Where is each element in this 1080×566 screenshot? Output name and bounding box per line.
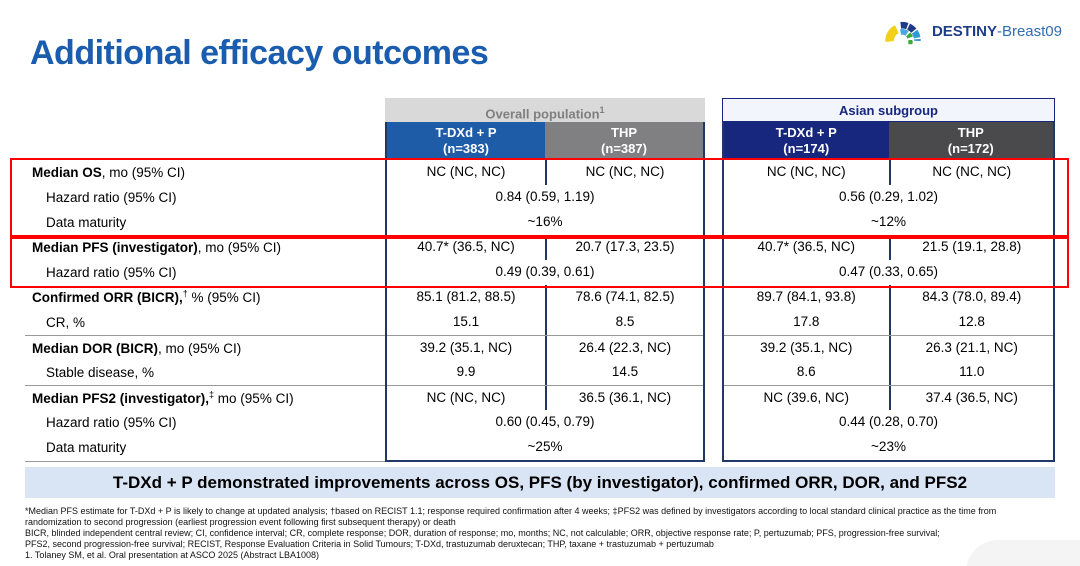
summary-banner: T-DXd + P demonstrated improvements acro… bbox=[25, 467, 1055, 498]
table-row: 0.60 (0.45, 0.79) bbox=[387, 410, 703, 435]
cell-value: ~25% bbox=[527, 439, 563, 454]
col-header-thp-overall: THP (n=387) bbox=[545, 122, 703, 160]
footnote-line: randomization to second progression (ear… bbox=[25, 517, 456, 527]
table-row: NC (39.6, NC) 37.4 (36.5, NC) bbox=[724, 385, 1053, 410]
table-row: 9.9 14.5 bbox=[387, 360, 703, 385]
cell-value: 11.0 bbox=[888, 360, 1054, 385]
cell-value: 21.5 (19.1, 28.8) bbox=[888, 235, 1054, 260]
row-label: Median OS, mo (95% CI) bbox=[32, 165, 186, 180]
table-row: 0.47 (0.33, 0.65) bbox=[724, 260, 1053, 285]
asian-subgroup-group: Asian subgroup T-DXd + P (n=174) THP (n=17… bbox=[722, 98, 1055, 462]
cell-value: 0.44 (0.28, 0.70) bbox=[838, 414, 939, 429]
table-row: NC (NC, NC) 36.5 (36.1, NC) bbox=[387, 385, 703, 410]
table-row: 89.7 (84.1, 93.8) 84.3 (78.0, 89.4) bbox=[724, 285, 1053, 310]
table-row: 0.44 (0.28, 0.70) bbox=[724, 410, 1053, 435]
col-header-tdxd-asian: T-DXd + P (n=174) bbox=[724, 122, 889, 160]
row-label: Hazard ratio (95% CI) bbox=[46, 265, 177, 280]
cell-value: 89.7 (84.1, 93.8) bbox=[756, 289, 856, 304]
cell-value: 39.2 (35.1, NC) bbox=[419, 340, 513, 355]
cell-value: 0.84 (0.59, 1.19) bbox=[495, 189, 595, 204]
destiny-breast09-logo: DESTINY-Breast09 bbox=[881, 8, 1062, 55]
table-row: 0.84 (0.59, 1.19) bbox=[387, 185, 703, 210]
cell-value: ~16% bbox=[527, 214, 563, 229]
footnote-line: PFS2, second progression-free survival; … bbox=[25, 539, 714, 549]
destiny-fan-icon bbox=[881, 8, 927, 55]
table-row: NC (NC, NC) NC (NC, NC) bbox=[387, 160, 703, 185]
cell-value: NC (NC, NC) bbox=[888, 160, 1054, 185]
table-row: 15.1 8.5 bbox=[387, 310, 703, 335]
table-row: 40.7* (36.5, NC) 20.7 (17.3, 23.5) bbox=[387, 235, 703, 260]
cell-value: 8.5 bbox=[545, 310, 703, 335]
table-row: ~25% bbox=[387, 435, 703, 460]
row-label: Hazard ratio (95% CI) bbox=[46, 415, 177, 430]
cell-value: 17.8 bbox=[793, 314, 820, 329]
decorative-corner bbox=[966, 540, 1080, 566]
footnote-line: *Median PFS estimate for T-DXd + P is li… bbox=[25, 506, 997, 516]
cell-value: 20.7 (17.3, 23.5) bbox=[545, 235, 703, 260]
cell-value: 26.4 (22.3, NC) bbox=[545, 336, 703, 360]
table-row: ~16% bbox=[387, 210, 703, 235]
footnote-line: 1. Tolaney SM, et al. Oral presentation … bbox=[25, 550, 319, 560]
cell-value: 40.7* (36.5, NC) bbox=[757, 239, 856, 254]
cell-value: NC (NC, NC) bbox=[426, 390, 506, 405]
cell-value: 84.3 (78.0, 89.4) bbox=[888, 285, 1054, 310]
table-row: 0.56 (0.29, 1.02) bbox=[724, 185, 1053, 210]
asian-subgroup-header: Asian subgroup bbox=[722, 98, 1055, 122]
cell-value: 0.56 (0.29, 1.02) bbox=[838, 189, 939, 204]
row-label: Data maturity bbox=[46, 215, 127, 230]
table-row: 0.49 (0.39, 0.61) bbox=[387, 260, 703, 285]
table-row: ~23% bbox=[724, 435, 1053, 460]
cell-value: 26.3 (21.1, NC) bbox=[888, 336, 1054, 360]
col-header-tdxd-overall: T-DXd + P (n=383) bbox=[387, 122, 545, 160]
overall-population-group: Overall population1 T-DXd + P (n=383) THP… bbox=[385, 98, 705, 462]
table-row: 8.6 11.0 bbox=[724, 360, 1053, 385]
cell-value: ~12% bbox=[871, 214, 906, 229]
col-header-thp-asian: THP (n=172) bbox=[888, 122, 1053, 160]
row-label: Median PFS (investigator), mo (95% CI) bbox=[32, 240, 282, 255]
footnote-line: BICR, blinded independent central review… bbox=[25, 528, 940, 538]
cell-value: 37.4 (36.5, NC) bbox=[888, 386, 1054, 410]
table-row: 17.8 12.8 bbox=[724, 310, 1053, 335]
row-label: Median PFS2 (investigator),‡ mo (95% CI) bbox=[25, 385, 385, 410]
cell-value: ~23% bbox=[871, 439, 906, 454]
cell-value: 78.6 (74.1, 82.5) bbox=[545, 285, 703, 310]
row-label: Stable disease, % bbox=[46, 365, 155, 380]
table-row: 39.2 (35.1, NC) 26.3 (21.1, NC) bbox=[724, 335, 1053, 360]
table-row: ~12% bbox=[724, 210, 1053, 235]
overall-population-header: Overall population1 bbox=[385, 98, 705, 122]
row-label: CR, % bbox=[46, 315, 86, 330]
row-label: Confirmed ORR (BICR),† % (95% CI) bbox=[32, 288, 261, 305]
row-label: Data maturity bbox=[46, 440, 127, 455]
cell-value: 36.5 (36.1, NC) bbox=[545, 386, 703, 410]
table-row: NC (NC, NC) NC (NC, NC) bbox=[724, 160, 1053, 185]
footnotes: *Median PFS estimate for T-DXd + P is li… bbox=[25, 506, 996, 561]
row-label: Median DOR (BICR), mo (95% CI) bbox=[25, 335, 385, 360]
cell-value: NC (NC, NC) bbox=[545, 160, 703, 185]
cell-value: NC (39.6, NC) bbox=[763, 390, 849, 405]
cell-value: 39.2 (35.1, NC) bbox=[760, 340, 853, 355]
cell-value: 85.1 (81.2, 88.5) bbox=[416, 289, 516, 304]
cell-value: NC (NC, NC) bbox=[426, 164, 506, 179]
table-row: 40.7* (36.5, NC) 21.5 (19.1, 28.8) bbox=[724, 235, 1053, 260]
table-row: 39.2 (35.1, NC) 26.4 (22.3, NC) bbox=[387, 335, 703, 360]
cell-value: 0.47 (0.33, 0.65) bbox=[838, 264, 939, 279]
table-row: 85.1 (81.2, 88.5) 78.6 (74.1, 82.5) bbox=[387, 285, 703, 310]
cell-value: 12.8 bbox=[888, 310, 1054, 335]
row-labels-column: Median OS, mo (95% CI) Hazard ratio (95%… bbox=[25, 98, 385, 462]
efficacy-table: Median OS, mo (95% CI) Hazard ratio (95%… bbox=[25, 98, 1055, 462]
cell-value: 9.9 bbox=[456, 364, 476, 379]
cell-value: 8.6 bbox=[796, 364, 816, 379]
cell-value: 14.5 bbox=[545, 360, 703, 385]
logo-text: DESTINY-Breast09 bbox=[931, 23, 1062, 40]
row-label: Hazard ratio (95% CI) bbox=[46, 190, 177, 205]
cell-value: 0.49 (0.39, 0.61) bbox=[495, 264, 595, 279]
cell-value: 40.7* (36.5, NC) bbox=[417, 239, 515, 254]
cell-value: 0.60 (0.45, 0.79) bbox=[495, 414, 595, 429]
cell-value: 15.1 bbox=[452, 314, 480, 329]
cell-value: NC (NC, NC) bbox=[766, 164, 846, 179]
page-title: Additional efficacy outcomes bbox=[30, 34, 489, 72]
